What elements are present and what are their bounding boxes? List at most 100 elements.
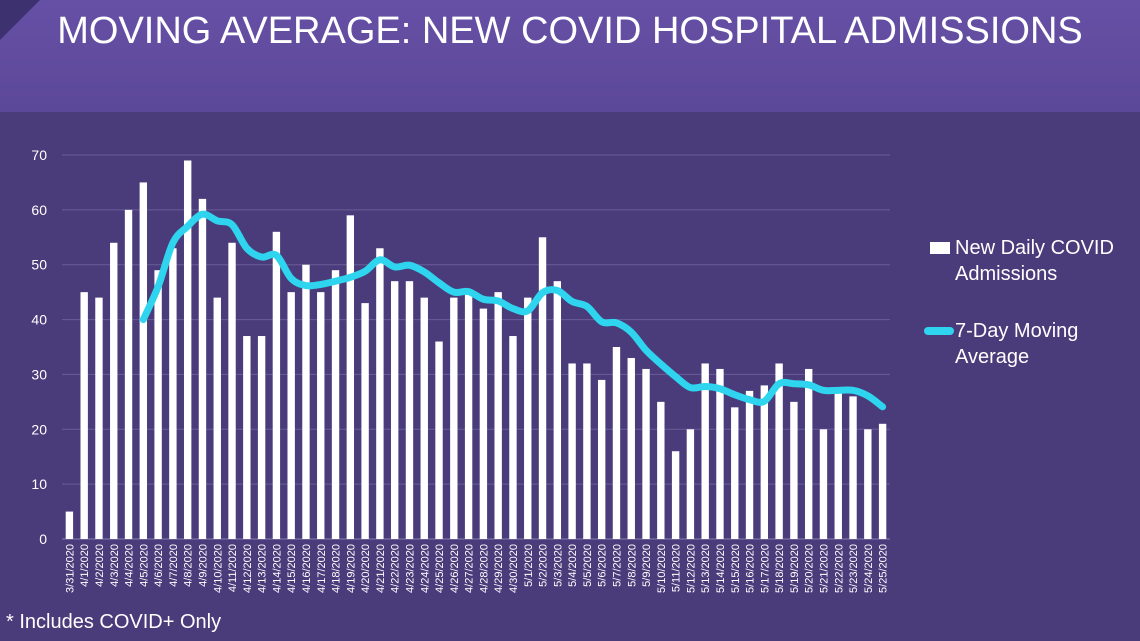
- bar: [745, 390, 754, 539]
- bar: [627, 357, 635, 539]
- bar: [657, 401, 665, 539]
- legend-bars-label-line2: Admissions: [955, 263, 1058, 285]
- x-tick-label: 4/6/2020: [153, 544, 165, 587]
- bar: [80, 292, 88, 539]
- x-tick-label: 5/16/2020: [745, 544, 757, 593]
- x-tick-label: 4/3/2020: [109, 544, 121, 587]
- x-tick-label: 4/4/2020: [124, 544, 136, 587]
- x-tick-label: 4/17/2020: [316, 544, 328, 593]
- bar: [420, 297, 428, 539]
- x-tick-label: 5/21/2020: [818, 544, 830, 593]
- x-tick-label: 4/27/2020: [464, 544, 476, 593]
- x-tick-label: 5/6/2020: [597, 544, 609, 587]
- bar: [110, 242, 118, 539]
- x-tick-label: 4/15/2020: [286, 544, 298, 593]
- x-tick-label: 3/31/2020: [64, 544, 76, 593]
- bar: [494, 292, 502, 539]
- y-tick-label: 60: [31, 202, 47, 218]
- bar: [878, 423, 887, 539]
- bar: [553, 281, 562, 539]
- bar: [390, 281, 399, 539]
- x-tick-label: 4/26/2020: [449, 544, 461, 593]
- bar: [243, 336, 251, 539]
- x-tick-label: 4/7/2020: [168, 544, 180, 587]
- chart-area: 0 10 20 30 40 50 60 70 3/31/2020 4/1/2020 4/2/2020…: [31, 147, 890, 593]
- x-tick-label: 5/11/2020: [671, 544, 683, 592]
- x-tick-label: 4/2/2020: [94, 544, 106, 587]
- x-tick-label: 4/13/2020: [257, 544, 269, 593]
- x-tick-label: 5/18/2020: [774, 544, 786, 593]
- bar: [169, 248, 177, 539]
- bar: [864, 429, 872, 539]
- bar: [139, 182, 148, 539]
- x-tick-label: 5/9/2020: [641, 544, 653, 587]
- x-tick-label: 5/23/2020: [848, 544, 860, 593]
- x-tick-label: 5/2/2020: [538, 544, 550, 587]
- x-tick-label: 4/21/2020: [375, 544, 387, 593]
- bar: [183, 160, 192, 539]
- x-tick-label: 5/17/2020: [759, 544, 771, 593]
- bar: [450, 297, 458, 539]
- bar: [686, 429, 695, 539]
- bar: [642, 368, 650, 539]
- x-tick-label: 4/8/2020: [183, 544, 195, 587]
- x-tick-label: 5/25/2020: [878, 544, 890, 593]
- x-tick-label: 5/10/2020: [656, 544, 668, 593]
- footnote: * Includes COVID+ Only: [6, 611, 222, 633]
- bar: [228, 242, 236, 539]
- bar: [213, 297, 221, 539]
- bar: [479, 308, 488, 539]
- x-tick-label: 4/16/2020: [301, 544, 313, 593]
- bar: [671, 451, 680, 539]
- x-tick-label: 4/22/2020: [390, 544, 402, 593]
- bar: [65, 511, 74, 539]
- bar: [464, 292, 473, 539]
- legend-bars-label-line1: New Daily COVID: [955, 237, 1114, 259]
- bar: [302, 264, 310, 539]
- legend-bar-swatch: [930, 242, 950, 254]
- x-tick-label: 4/9/2020: [197, 544, 209, 587]
- x-tick-label: 5/13/2020: [700, 544, 712, 593]
- x-tick-label: 5/1/2020: [523, 544, 535, 587]
- x-tick-label: 5/20/2020: [804, 544, 816, 593]
- x-tick-label: 5/3/2020: [552, 544, 564, 587]
- x-tick-label: 4/1/2020: [79, 544, 91, 587]
- bar: [612, 347, 621, 539]
- x-tick-label: 4/19/2020: [345, 544, 357, 593]
- y-tick-label: 10: [31, 476, 47, 492]
- x-tick-label: 4/5/2020: [138, 544, 150, 587]
- bar: [731, 407, 739, 539]
- bar: [597, 379, 606, 539]
- x-tick-label: 5/15/2020: [730, 544, 742, 593]
- x-tick-label: 4/18/2020: [331, 544, 343, 593]
- bar: [790, 401, 798, 539]
- x-tick-label: 5/22/2020: [833, 544, 845, 593]
- bar: [538, 237, 547, 539]
- bar: [154, 270, 162, 539]
- bar: [509, 336, 517, 539]
- y-tick-label: 70: [31, 147, 47, 163]
- bar: [583, 363, 591, 539]
- x-tick-label: 5/12/2020: [685, 544, 697, 593]
- x-tick-label: 4/10/2020: [212, 544, 224, 593]
- bar: [804, 368, 813, 539]
- bar: [760, 385, 769, 539]
- bar: [568, 363, 576, 539]
- chart-title: MOVING AVERAGE: NEW COVID HOSPITAL ADMIS…: [57, 10, 1083, 52]
- title-banner: MOVING AVERAGE: NEW COVID HOSPITAL ADMIS…: [0, 0, 1140, 112]
- bar: [701, 363, 709, 539]
- bar: [287, 292, 295, 539]
- x-tick-label: 4/23/2020: [404, 544, 416, 593]
- y-tick-label: 40: [31, 312, 47, 328]
- bar: [775, 363, 783, 539]
- bar: [272, 231, 281, 540]
- x-tick-label: 4/24/2020: [419, 544, 431, 593]
- bar: [95, 297, 103, 539]
- bar: [124, 209, 133, 539]
- x-tick-label: 5/5/2020: [582, 544, 594, 587]
- x-tick-label: 4/25/2020: [434, 544, 446, 593]
- legend-line-label-line2: Average: [955, 346, 1030, 368]
- bar: [361, 303, 369, 539]
- bar: [716, 368, 724, 539]
- bar: [405, 281, 414, 539]
